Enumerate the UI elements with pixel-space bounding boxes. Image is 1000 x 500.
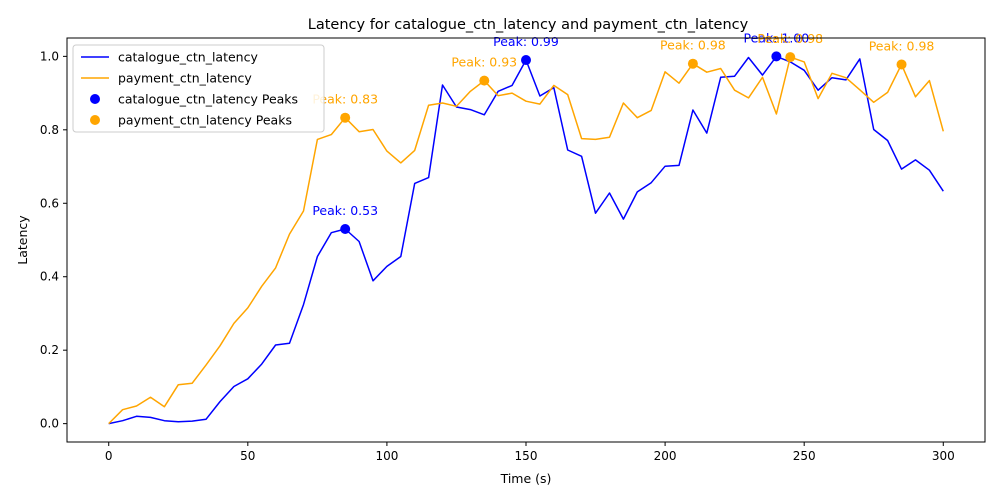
y-tick-label: 0.6 (40, 196, 59, 210)
y-tick-label: 0.8 (40, 123, 59, 137)
x-tick-label: 300 (932, 449, 955, 463)
peak-label-payment_ctn_latency-5: Peak: 0.98 (660, 38, 726, 53)
x-tick-label: 50 (240, 449, 255, 463)
x-tick-label: 200 (654, 449, 677, 463)
y-tick-label: 0.0 (40, 417, 59, 431)
peak-marker-payment_ctn_latency-6 (785, 52, 796, 63)
peak-label-catalogue_ctn_latency-1: Peak: 0.99 (493, 34, 559, 49)
x-tick-label: 0 (105, 449, 113, 463)
peak-label-payment_ctn_latency-3: Peak: 0.83 (312, 92, 378, 107)
legend-entry-label: payment_ctn_latency Peaks (118, 113, 292, 128)
y-tick-label: 0.2 (40, 343, 59, 357)
y-tick-label: 1.0 (40, 49, 59, 63)
x-axis-label: Time (s) (500, 471, 552, 486)
peak-marker-payment_ctn_latency-3 (340, 112, 351, 123)
x-tick-label: 250 (793, 449, 816, 463)
y-axis-label: Latency (15, 215, 30, 265)
legend-entry-label: payment_ctn_latency (118, 71, 252, 86)
peak-marker-catalogue_ctn_latency-0 (340, 223, 351, 234)
y-tick-label: 0.4 (40, 270, 59, 284)
legend-entry-label: catalogue_ctn_latency (118, 50, 258, 65)
chart-title: Latency for catalogue_ctn_latency and pa… (308, 17, 749, 33)
legend-marker-swatch (90, 94, 100, 104)
legend-entry-label: catalogue_ctn_latency Peaks (118, 92, 298, 107)
legend: catalogue_ctn_latency payment_ctn_latency… (72, 44, 325, 133)
peak-marker-payment_ctn_latency-7 (896, 59, 907, 70)
peak-label-payment_ctn_latency-4: Peak: 0.93 (451, 55, 517, 70)
x-tick-label: 150 (515, 449, 538, 463)
peak-marker-catalogue_ctn_latency-2 (771, 51, 782, 62)
peak-marker-payment_ctn_latency-4 (479, 75, 490, 86)
legend-box (72, 44, 325, 133)
peak-label-payment_ctn_latency-7: Peak: 0.98 (869, 38, 935, 53)
peak-marker-payment_ctn_latency-5 (687, 58, 698, 69)
peak-label-catalogue_ctn_latency-0: Peak: 0.53 (312, 203, 378, 218)
peak-label-payment_ctn_latency-6: Peak: 0.98 (757, 31, 823, 46)
peak-marker-catalogue_ctn_latency-1 (521, 55, 531, 66)
series-line-payment_ctn_latency (108, 56, 945, 425)
axis-ticks: 0 50 100 150 200 250 300 0.0 0.2 0.4 0.6 0.8 1.0 (40, 49, 955, 463)
legend-marker-swatch (90, 115, 100, 125)
x-tick-label: 100 (375, 449, 398, 463)
